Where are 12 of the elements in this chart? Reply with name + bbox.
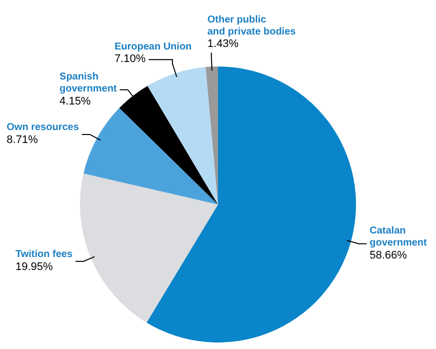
data-label: 8.71%	[6, 134, 38, 146]
slice-label: Other public and private bodies	[207, 14, 296, 38]
data-label: 58.66%	[370, 249, 408, 262]
data-label: 1.43%	[207, 38, 239, 50]
slice-label: European Union	[114, 41, 192, 52]
slice-label: Catalan government	[370, 225, 428, 248]
slice-label: Spanish government	[60, 71, 118, 94]
data-label: 19.95%	[15, 260, 54, 273]
slice-label: Own resources	[6, 122, 80, 134]
data-label: 7.10%	[114, 53, 146, 66]
slice-label: Twition fees	[15, 249, 73, 260]
data-label: 4.15%	[60, 95, 91, 108]
